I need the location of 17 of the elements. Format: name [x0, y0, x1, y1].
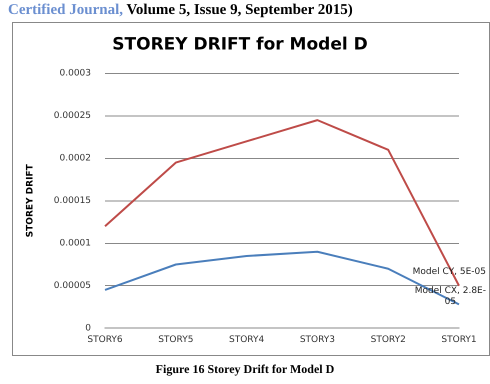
caption: Figure 16 Storey Drift for Model D	[154, 362, 336, 377]
x-tick-label: STORY2	[370, 334, 406, 345]
y-tick-label: 0.0003	[60, 68, 92, 79]
y-tick-label: 0.00025	[54, 111, 92, 122]
y-tick-label: 0.0001	[60, 238, 92, 249]
y-axis-title: STOREY DRIFT	[26, 163, 36, 238]
y-tick-label: 0.0002	[60, 154, 92, 164]
x-tick-label: STORY6	[87, 334, 123, 345]
x-tick-label: STORY1	[441, 334, 477, 345]
y-tick-label: 0	[85, 324, 92, 334]
y-tick-label: 0.00015	[54, 196, 92, 206]
x-tick-label: STORY4	[229, 334, 264, 345]
x-tick-label: STORY5	[158, 334, 194, 345]
chart-title: STOREY DRIFT for Model D	[112, 34, 368, 55]
y-tick-label: 0.00005	[54, 281, 92, 292]
x-tick-label: STORY3	[300, 334, 336, 345]
text: Certified Journal, Volume 5, Issue 9, September 2015)	[8, 1, 353, 19]
